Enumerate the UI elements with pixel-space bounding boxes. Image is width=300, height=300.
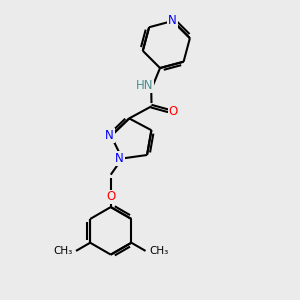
Text: O: O	[106, 190, 116, 203]
Text: N: N	[116, 152, 124, 165]
Text: CH₃: CH₃	[53, 246, 73, 256]
Text: N: N	[168, 14, 177, 27]
Text: HN: HN	[136, 79, 153, 92]
Text: N: N	[105, 129, 114, 142]
Text: O: O	[169, 106, 178, 118]
Text: CH₃: CH₃	[149, 246, 168, 256]
